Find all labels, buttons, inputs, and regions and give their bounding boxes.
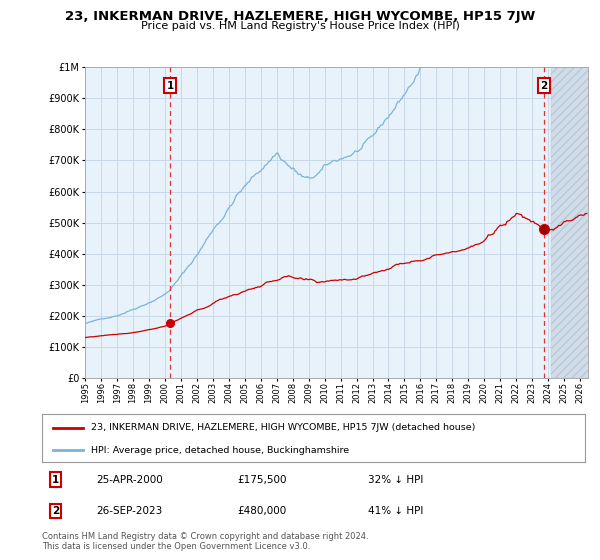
Text: 2: 2: [540, 81, 547, 91]
Text: Price paid vs. HM Land Registry's House Price Index (HPI): Price paid vs. HM Land Registry's House …: [140, 21, 460, 31]
Text: 1: 1: [166, 81, 173, 91]
Text: 25-APR-2000: 25-APR-2000: [97, 475, 163, 484]
Text: 26-SEP-2023: 26-SEP-2023: [97, 506, 163, 516]
Text: 1: 1: [52, 475, 59, 484]
Text: 2: 2: [52, 506, 59, 516]
Text: 41% ↓ HPI: 41% ↓ HPI: [368, 506, 423, 516]
Text: Contains HM Land Registry data © Crown copyright and database right 2024.
This d: Contains HM Land Registry data © Crown c…: [42, 532, 368, 552]
Text: £480,000: £480,000: [238, 506, 287, 516]
Text: 23, INKERMAN DRIVE, HAZLEMERE, HIGH WYCOMBE, HP15 7JW (detached house): 23, INKERMAN DRIVE, HAZLEMERE, HIGH WYCO…: [91, 423, 475, 432]
Text: 23, INKERMAN DRIVE, HAZLEMERE, HIGH WYCOMBE, HP15 7JW: 23, INKERMAN DRIVE, HAZLEMERE, HIGH WYCO…: [65, 10, 535, 22]
Text: £175,500: £175,500: [238, 475, 287, 484]
Text: 32% ↓ HPI: 32% ↓ HPI: [368, 475, 423, 484]
Text: HPI: Average price, detached house, Buckinghamshire: HPI: Average price, detached house, Buck…: [91, 446, 349, 455]
Bar: [551, 67, 600, 378]
